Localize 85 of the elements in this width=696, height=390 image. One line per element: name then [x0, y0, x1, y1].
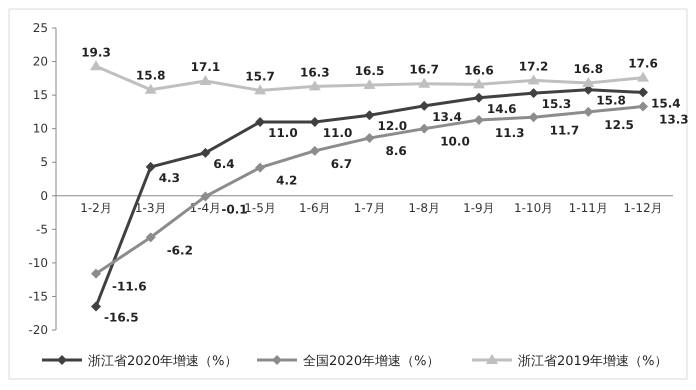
data-label: 15.3 [542, 97, 572, 112]
data-label: 4.2 [276, 174, 298, 188]
data-label: 6.4 [213, 156, 235, 171]
point [200, 191, 210, 202]
point [419, 124, 430, 134]
data-label: 16.6 [464, 63, 494, 78]
legend-label: 浙江省2020年增速（%） [88, 354, 238, 369]
point [91, 268, 101, 279]
data-label: 16.7 [409, 62, 440, 77]
point [200, 148, 210, 158]
x-tick-label: 1-6月 [298, 200, 331, 215]
data-label: 16.8 [573, 62, 604, 76]
point [310, 116, 320, 127]
y-tick-label: -15 [28, 289, 48, 304]
x-tick-label: 1-10月 [514, 200, 554, 215]
data-label: 15.8 [136, 68, 166, 83]
point [364, 79, 376, 90]
data-label: 15.4 [651, 96, 681, 110]
y-tick-label: -10 [28, 256, 48, 270]
point [528, 112, 539, 122]
x-tick-label: 1-2月 [80, 200, 112, 215]
point [254, 84, 266, 94]
data-label: 17.6 [628, 56, 658, 71]
point [474, 114, 484, 125]
point [199, 75, 212, 86]
data-label: 11.7 [550, 123, 580, 138]
point [255, 162, 266, 173]
point [637, 72, 649, 82]
point [364, 110, 374, 120]
legend-label: 浙江省2019年增速（%） [518, 354, 668, 369]
y-tick-label: 10 [32, 122, 48, 136]
y-tick-label: 25 [32, 21, 48, 35]
data-label: 6.7 [330, 156, 352, 171]
point [528, 88, 539, 98]
point [474, 92, 484, 103]
point [582, 77, 594, 88]
y-tick-label: 5 [40, 155, 48, 170]
data-label: -16.5 [104, 310, 139, 325]
point [472, 78, 485, 88]
point [90, 60, 102, 70]
point [418, 78, 430, 88]
legend-label: 全国2020年增速（%） [303, 354, 440, 369]
data-label: 17.1 [190, 60, 220, 74]
data-label: 11.0 [322, 126, 352, 140]
data-label: 12.5 [604, 118, 634, 132]
x-tick-label: 1-9月 [463, 200, 495, 215]
point [638, 87, 648, 98]
data-label: 15.8 [596, 94, 626, 108]
point [144, 84, 157, 94]
y-tick-label: 15 [32, 88, 48, 102]
data-label: 15.7 [245, 69, 275, 84]
data-label: 10.0 [440, 134, 470, 149]
data-label: -6.2 [166, 243, 193, 258]
point [308, 80, 321, 90]
y-tick-label: -20 [28, 323, 48, 337]
data-label: 16.5 [354, 64, 384, 78]
data-label: 16.3 [300, 65, 330, 80]
x-tick-label: 1-11月 [568, 200, 608, 215]
point [638, 102, 648, 112]
point [583, 106, 594, 117]
data-label: -11.6 [112, 280, 147, 294]
y-tick-label: -5 [36, 222, 48, 236]
data-label: 4.3 [158, 170, 180, 185]
data-label: 12.0 [378, 119, 408, 134]
x-tick-label: 1-8月 [408, 200, 440, 215]
data-label: 14.6 [486, 102, 517, 116]
data-label: 13.4 [432, 110, 462, 124]
data-label: 8.6 [386, 144, 407, 158]
x-tick-label: 1-3月 [134, 200, 167, 215]
point [146, 162, 156, 172]
point [91, 302, 101, 312]
point [528, 74, 540, 84]
y-tick-label: 20 [32, 54, 48, 69]
data-label: 13.3 [659, 112, 689, 127]
point [146, 232, 156, 242]
x-tick-label: 1-12月 [623, 200, 663, 215]
y-tick-label: 0 [40, 188, 48, 203]
data-label: 11.3 [494, 126, 525, 140]
data-label: 11.0 [268, 126, 298, 140]
point [419, 100, 430, 111]
point [364, 133, 374, 144]
data-label: 17.2 [518, 59, 548, 74]
point [310, 146, 320, 156]
x-tick-label: 1-7月 [354, 200, 386, 215]
data-label: 19.3 [81, 45, 111, 60]
